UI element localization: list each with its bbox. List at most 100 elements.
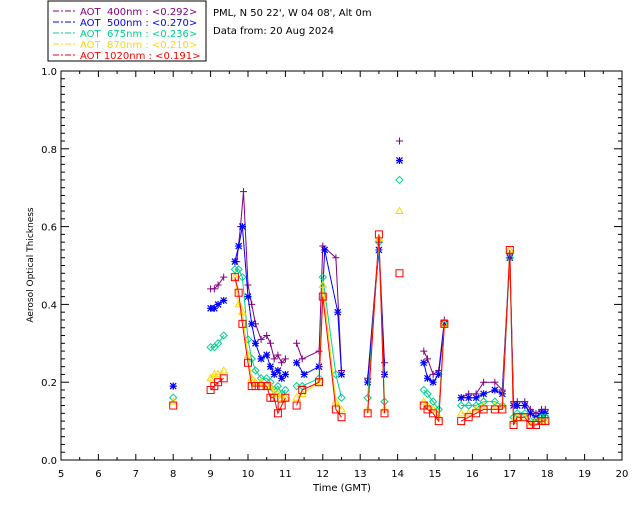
- data-point: [168, 393, 178, 402]
- data-point: [491, 378, 499, 386]
- data-point: [214, 300, 222, 308]
- data-point: [395, 137, 403, 145]
- data-point: [230, 272, 240, 281]
- data-point: [490, 401, 500, 409]
- data-point: [219, 374, 228, 383]
- data-point: [274, 351, 282, 359]
- data-point: [298, 355, 306, 363]
- data-point: [220, 297, 228, 305]
- data-point: [244, 358, 252, 367]
- x-tick-label: 8: [170, 469, 176, 480]
- data-point: [479, 401, 488, 409]
- data-point: [281, 393, 290, 401]
- series-4: [169, 230, 550, 429]
- data-point: [331, 370, 341, 379]
- data-point: [424, 374, 432, 382]
- data-point: [480, 378, 488, 386]
- y-tick-label: 0.4: [41, 300, 57, 311]
- data-point: [281, 355, 289, 363]
- data-point: [363, 393, 372, 402]
- y-tick-label: 0.2: [41, 378, 57, 389]
- series-line: [296, 244, 342, 371]
- location-text: PML, N 50 22', W 04 08', Alt 0m: [213, 8, 372, 19]
- data-point: [513, 402, 521, 410]
- data-point: [238, 223, 246, 231]
- data-point: [526, 420, 535, 429]
- series-line: [210, 377, 224, 391]
- data-point: [234, 265, 243, 274]
- data-point: [429, 378, 437, 386]
- y-tick-label: 0.0: [41, 456, 57, 467]
- data-point: [429, 409, 438, 418]
- legend-label: AOT 500nm : <0.270>: [80, 18, 197, 29]
- legend: AOT 400nm : <0.292>AOT 500nm : <0.270> AO…: [47, 0, 207, 62]
- data-point: [435, 370, 443, 378]
- data-point: [381, 370, 389, 378]
- data-point: [491, 386, 499, 394]
- data-point: [257, 335, 265, 343]
- data-point: [278, 359, 286, 367]
- data-point: [240, 188, 248, 196]
- data-point: [434, 417, 443, 426]
- data-point: [464, 408, 474, 417]
- data-point: [206, 373, 215, 382]
- data-point: [395, 175, 404, 185]
- data-point: [262, 382, 271, 391]
- legend-label: AOT 400nm : <0.292>: [80, 7, 197, 18]
- data-point: [256, 377, 266, 386]
- data-point: [440, 319, 449, 328]
- series-line: [460, 249, 546, 426]
- data-point: [238, 319, 247, 328]
- x-tick-label: 17: [503, 469, 516, 480]
- data-point: [332, 254, 340, 262]
- x-tick-label: 5: [58, 469, 64, 480]
- data-point: [472, 394, 480, 402]
- data-point: [251, 339, 259, 347]
- data-point: [169, 401, 178, 410]
- x-axis-label: Time (GMT): [312, 483, 371, 494]
- data-point: [169, 382, 177, 390]
- data-point: [395, 156, 403, 164]
- x-tick-label: 19: [578, 469, 591, 480]
- data-point: [457, 394, 465, 402]
- data-point: [206, 342, 215, 352]
- data-point: [505, 245, 514, 254]
- series-line: [296, 296, 342, 418]
- data-point: [219, 366, 229, 374]
- data-point: [363, 409, 372, 418]
- data-point: [220, 273, 228, 281]
- legend-label: AOT 870nm : <0.210>: [80, 40, 197, 51]
- data-point: [292, 393, 301, 401]
- data-point: [257, 382, 266, 391]
- data-point: [520, 413, 529, 422]
- data-point: [168, 397, 178, 405]
- x-tick-label: 13: [354, 469, 367, 480]
- data-point: [374, 230, 383, 239]
- data-point: [300, 370, 308, 378]
- data-point: [263, 351, 271, 359]
- data-point: [278, 374, 286, 382]
- data-point: [231, 258, 239, 266]
- data-point: [293, 339, 301, 347]
- data-point: [281, 370, 289, 378]
- data-point: [273, 409, 282, 418]
- data-point: [210, 304, 218, 312]
- data-point: [395, 206, 404, 215]
- x-tick-label: 9: [207, 469, 213, 480]
- data-point: [292, 401, 301, 410]
- data-point: [456, 408, 466, 417]
- data-point: [244, 293, 252, 301]
- data-point: [235, 242, 243, 250]
- data-point: [521, 402, 529, 410]
- x-tick-label: 15: [429, 469, 442, 480]
- data-point: [277, 401, 286, 410]
- y-axis-label: Aerosol Optical Thickness: [26, 207, 36, 323]
- data-point: [338, 370, 345, 378]
- data-point: [424, 355, 432, 363]
- data-point: [210, 285, 218, 293]
- data-point: [315, 378, 324, 387]
- data-point: [213, 369, 223, 378]
- data-point: [266, 339, 274, 347]
- data-point: [281, 393, 290, 402]
